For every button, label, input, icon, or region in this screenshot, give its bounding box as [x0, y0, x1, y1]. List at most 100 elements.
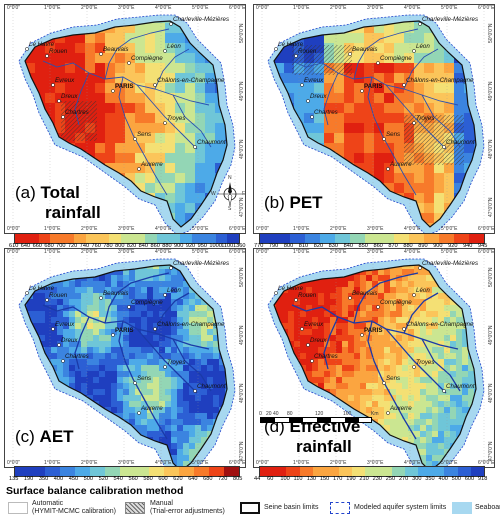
city-label: Chaumont [197, 383, 226, 390]
panel-title: (a) Total rainfall [15, 183, 101, 223]
colorbar-tick-label: 740 [79, 243, 90, 249]
city-marker [45, 54, 49, 58]
latitude-tick: 48°0'0"N [239, 139, 245, 159]
city-label: PARIS [364, 83, 383, 90]
city-label: Chartres [65, 109, 89, 116]
panel-title: (c) AET [15, 427, 74, 447]
longitude-tick: 4°0'0"E [404, 249, 421, 255]
colorbar-tick-label: 350 [38, 476, 49, 482]
longitude-tick: 1°0'0"E [293, 460, 310, 466]
colorbar-tick-label: 1100 [221, 243, 234, 249]
city-marker [306, 343, 310, 347]
longitude-tick: 6°0'0"E [478, 226, 495, 232]
city-marker [306, 99, 310, 103]
colorbar-tick-label: 610 [9, 243, 19, 249]
longitude-tick: 2°0'0"E [81, 226, 98, 232]
longitude-tick: 1°0'0"E [44, 249, 61, 255]
latitude-tick: 47°0'0"N [488, 197, 494, 217]
longitude-tick: 6°0'0"E [478, 460, 495, 466]
city-marker [300, 327, 304, 331]
longitude-tick: 2°0'0"E [81, 249, 98, 255]
colorbar-tick-label: 100 [280, 476, 290, 482]
city-marker [386, 411, 390, 415]
colorbar-tick-label: 700 [56, 243, 66, 249]
colorbar-tick-label: 940 [463, 243, 473, 249]
city-label: Dreux [310, 337, 327, 344]
city-marker [111, 89, 115, 93]
city-label: Chartres [314, 353, 338, 360]
map-panel-aet: Le Havre Rouen Beauvais Léon Charleville-Méz… [4, 248, 246, 468]
river-line [421, 94, 461, 148]
city-marker [153, 327, 157, 331]
city-marker [133, 381, 137, 385]
city-label: Chartres [65, 353, 89, 360]
river-line [367, 76, 417, 196]
city-label: PARIS [115, 83, 134, 90]
colorbar-tick-label: 900 [174, 243, 184, 249]
city-marker [127, 61, 131, 65]
scale-bar-label: 120 [315, 411, 324, 417]
panel-variable: Total [40, 183, 80, 202]
scale-bar-label: 20 [266, 411, 272, 417]
colorbar-tick-label: 350 [425, 476, 435, 482]
longitude-tick: 4°0'0"E [404, 460, 421, 466]
legend-automatic-sub: (HYMIT-MCMC calibration) [32, 508, 117, 515]
city-label: Evreux [304, 77, 324, 84]
city-marker [25, 291, 29, 295]
river-line [323, 72, 339, 126]
city-label: Sens [137, 131, 152, 138]
colorbar-tick-label: 60 [267, 476, 274, 482]
longitude-tick: 0°0'0" [7, 226, 21, 232]
colorbar-pet [259, 233, 485, 244]
map-svg-b [261, 5, 485, 233]
longitude-tick: 0°0'0" [256, 460, 270, 466]
longitude-tick: 5°0'0"E [441, 249, 458, 255]
latitude-tick: 47°0'0"N [488, 441, 494, 461]
longitude-tick: 1°0'0"E [293, 226, 310, 232]
colorbar-tick-label: 110 [293, 476, 303, 482]
longitude-tick: 6°0'0"E [229, 226, 246, 232]
city-marker [99, 296, 103, 300]
map-panel-effective-rainfall: Le Havre Rouen Beauvais Léon Charleville-Méz… [253, 248, 495, 468]
longitude-tick: 2°0'0"E [81, 460, 98, 466]
city-marker [153, 83, 157, 87]
river-line [74, 316, 90, 370]
longitude-tick: 3°0'0"E [118, 249, 135, 255]
scale-bar-label: 80 [287, 411, 293, 417]
city-marker [418, 266, 422, 270]
city-label: Evreux [304, 321, 324, 328]
longitude-tick: 1°0'0"E [44, 226, 61, 232]
city-label: Chaumont [446, 139, 475, 146]
city-label: Châlons-en-Champagne [157, 77, 225, 84]
city-marker [402, 327, 406, 331]
compass-w-label: W [211, 191, 216, 197]
colorbar-tick-label: 680 [203, 476, 213, 482]
city-marker [193, 145, 197, 149]
city-label: Beauvais [352, 290, 378, 297]
aquifer-outline [267, 14, 485, 233]
city-marker [45, 298, 49, 302]
colorbar-tick-label: 860 [373, 243, 383, 249]
river-line [385, 84, 447, 150]
seine-basin-outline [273, 264, 477, 467]
city-label: PARIS [364, 327, 383, 334]
colorbar-tick-label: 150 [319, 476, 330, 482]
colorbar-tick-label: 400 [438, 476, 448, 482]
longitude-tick: 0°0'0" [7, 5, 21, 11]
legend-title: Surface balance calibration method [6, 485, 184, 497]
colorbar-tick-label: 720 [67, 243, 78, 249]
legend-aquifer-label: Modeled aquifer system limits [354, 504, 447, 511]
longitude-tick: 4°0'0"E [155, 226, 172, 232]
longitude-tick: 0°0'0" [7, 249, 21, 255]
longitude-tick: 4°0'0"E [404, 5, 421, 11]
city-marker [386, 167, 390, 171]
panel-letter: (c) [15, 427, 40, 446]
latitude-tick: 50°0'0"N [488, 23, 494, 43]
river-line [385, 328, 447, 394]
latitude-tick: 47°0'0"N [239, 441, 245, 461]
colorbar-tick-label: 880 [403, 243, 413, 249]
city-label: Le Havre [29, 41, 55, 48]
compass-s-label: S [228, 206, 232, 212]
city-label: Sens [137, 375, 152, 382]
colorbar-tick-label: 805 [233, 476, 243, 482]
